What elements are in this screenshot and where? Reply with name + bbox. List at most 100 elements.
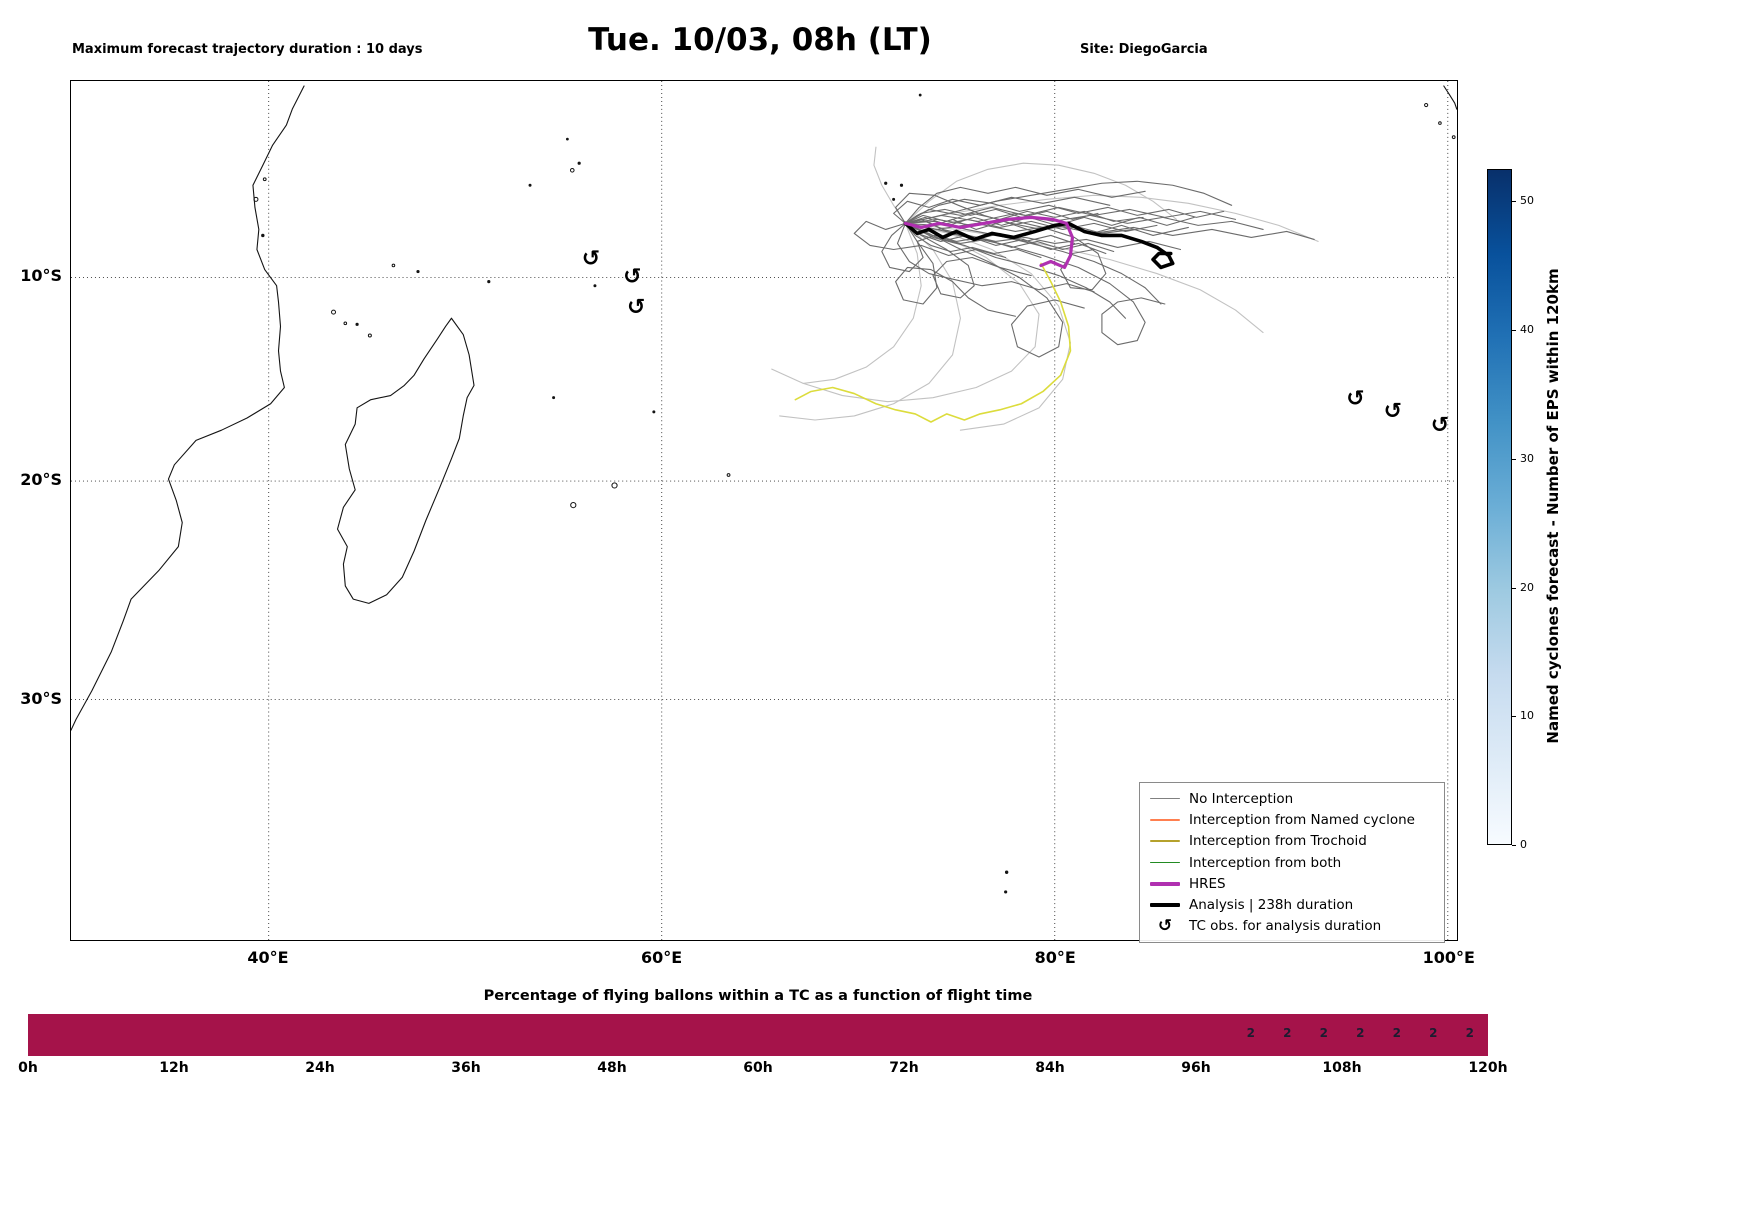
tc-obs-icon: ↺ <box>1384 399 1402 424</box>
legend-item: Analysis | 238h duration <box>1150 894 1434 915</box>
island <box>1004 870 1009 874</box>
legend-label: No Interception <box>1189 790 1294 807</box>
time-tick-label: 36h <box>451 1060 481 1076</box>
ensemble-trajectory <box>904 186 1146 224</box>
lon-tick-label: 40°E <box>247 948 289 967</box>
time-tick-label: 84h <box>1035 1060 1065 1076</box>
ensemble-trajectory <box>802 222 922 384</box>
legend-line <box>1150 861 1180 864</box>
ensemble-trajectory <box>904 180 1233 224</box>
island <box>552 396 556 400</box>
legend-item: No Interception <box>1150 788 1434 809</box>
island <box>652 410 656 414</box>
tc-obs-icon: ↺ <box>623 265 641 290</box>
coastline <box>71 85 305 731</box>
bar-count-annotation: 2 <box>1392 1026 1401 1040</box>
time-tick-label: 108h <box>1322 1060 1362 1076</box>
island <box>253 196 259 202</box>
ensemble-trajectory <box>904 222 1107 255</box>
island <box>262 177 267 182</box>
island <box>593 284 597 288</box>
island <box>1004 890 1008 894</box>
figure-title: Tue. 10/03, 08h (LT) <box>588 22 932 58</box>
ensemble-trajectory <box>895 222 1016 317</box>
lon-tick-label: 80°E <box>1034 948 1076 967</box>
coastline <box>336 317 475 604</box>
colorbar-tick <box>1512 201 1516 203</box>
lat-tick-label: 20°S <box>20 470 62 489</box>
colorbar-tick <box>1512 330 1516 332</box>
time-tick-label: 72h <box>889 1060 919 1076</box>
island <box>899 183 904 187</box>
legend-label: TC obs. for analysis duration <box>1189 918 1382 935</box>
legend-line-swatch <box>1150 861 1180 864</box>
colorbar-label: Named cyclones forecast - Number of EPS … <box>1544 268 1562 744</box>
ensemble-trajectory <box>904 222 1166 346</box>
ensemble-trajectory <box>904 222 1264 334</box>
island <box>528 183 532 187</box>
legend-label: Interception from Trochoid <box>1189 833 1367 850</box>
legend-line-swatch <box>1150 881 1180 886</box>
island <box>569 167 575 173</box>
island <box>343 321 348 326</box>
balloon-percentage-bar: 2 2 2 2 2 2 2 <box>28 1014 1488 1056</box>
balloon-chart-title: Percentage of flying ballons within a TC… <box>483 988 1033 1004</box>
settings-line: Maximum forecast trajectory duration : 1… <box>72 42 423 57</box>
colorbar-tick-label: 40 <box>1520 323 1534 336</box>
legend-item: Interception from Named cyclone <box>1150 809 1434 830</box>
island <box>570 502 577 509</box>
colorbar-tick-label: 0 <box>1520 838 1527 851</box>
lat-tick-label: 10°S <box>20 266 62 285</box>
colorbar <box>1487 169 1512 845</box>
island <box>726 473 731 477</box>
legend-line-swatch <box>1150 840 1180 842</box>
lat-tick-label: 30°S <box>20 689 62 708</box>
legend-line-swatch <box>1150 819 1180 821</box>
trochoid-trajectory <box>794 262 1072 423</box>
colorbar-tick-label: 30 <box>1520 451 1534 465</box>
colorbar-tick <box>1512 458 1516 460</box>
legend-item: Interception from Trochoid <box>1150 831 1434 852</box>
ensemble-trajectory <box>779 222 961 421</box>
island <box>918 93 922 97</box>
legend-line-swatch <box>1150 797 1180 800</box>
colorbar-tick <box>1512 716 1516 718</box>
analysis-trajectory <box>903 221 1175 270</box>
colorbar-tick <box>1512 587 1516 589</box>
island <box>487 280 491 284</box>
hres-trajectory <box>903 215 1075 270</box>
ensemble-trajectory <box>904 222 1127 319</box>
site-line: Site: DiegoGarcia <box>1080 42 1208 57</box>
legend-line <box>1150 840 1180 842</box>
tc-obs-icon: ↺ <box>1157 915 1173 936</box>
island <box>1424 102 1429 108</box>
ensemble-trajectory <box>904 222 1032 299</box>
tc-obs-icon: ↺ <box>1431 413 1449 438</box>
bar-count-annotation: 2 <box>1465 1026 1474 1040</box>
ensemble-trajectory <box>895 192 1134 234</box>
time-tick-label: 48h <box>597 1060 627 1076</box>
lon-tick-label: 100°E <box>1422 948 1475 967</box>
tc-obs-icon: ↺ <box>627 295 645 320</box>
island <box>1438 121 1442 125</box>
ensemble-trajectory <box>771 222 1040 403</box>
legend-label: HRES <box>1189 875 1226 892</box>
legend-label: Analysis | 238h duration <box>1189 897 1354 914</box>
lon-tick-label: 60°E <box>640 948 683 967</box>
bar-count-annotation: 2 <box>1283 1026 1292 1040</box>
legend-item: HRES <box>1150 873 1434 894</box>
legend-line <box>1150 797 1180 800</box>
time-tick-label: 24h <box>305 1060 335 1076</box>
ensemble-trajectory <box>881 222 981 273</box>
legend-line <box>1150 881 1180 886</box>
island <box>367 333 372 338</box>
island <box>884 181 888 185</box>
bar-count-annotation: 2 <box>1246 1026 1255 1040</box>
legend-line <box>1150 819 1180 821</box>
bar-fill <box>28 1014 1488 1056</box>
time-tick-label: 0h <box>18 1060 38 1076</box>
bar-count-annotation: 2 <box>1429 1026 1438 1040</box>
time-tick-label: 96h <box>1181 1060 1211 1076</box>
trajectory-map: ↺ ↺ ↺ ↺ ↺ ↺ <box>71 81 1457 940</box>
colorbar-tick-label: 50 <box>1520 194 1534 208</box>
